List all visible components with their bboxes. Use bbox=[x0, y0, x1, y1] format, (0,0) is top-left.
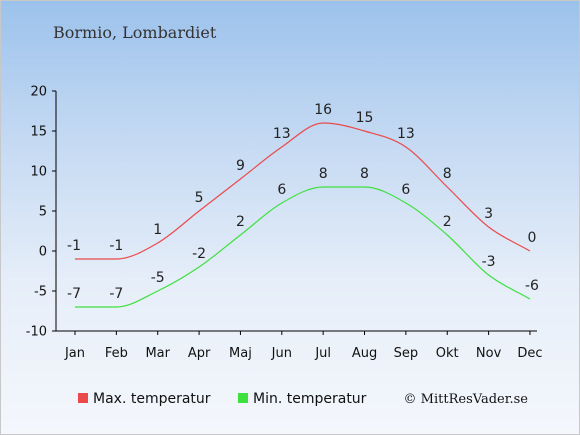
data-label: 2 bbox=[236, 214, 245, 230]
x-tick-label: Sep bbox=[394, 346, 419, 361]
y-tick-label: -5 bbox=[34, 285, 47, 300]
data-label: 0 bbox=[527, 230, 536, 246]
series-line-min bbox=[75, 186, 531, 308]
y-tick-label: -10 bbox=[26, 325, 47, 340]
x-tick-label: Aug bbox=[352, 346, 377, 361]
legend-swatch bbox=[78, 393, 88, 403]
x-tick-label: Nov bbox=[476, 346, 502, 361]
data-label: -7 bbox=[109, 286, 123, 302]
data-label: -6 bbox=[525, 278, 539, 294]
credit-text: © MittResVader.se bbox=[404, 392, 529, 407]
x-tick-label: Feb bbox=[105, 346, 128, 361]
data-label: 8 bbox=[319, 166, 328, 182]
legend-label: Max. temperatur bbox=[93, 391, 211, 407]
data-label: 6 bbox=[401, 182, 410, 198]
data-label: 8 bbox=[360, 166, 369, 182]
series-line-max bbox=[74, 122, 531, 260]
x-tick-label: Maj bbox=[229, 346, 252, 361]
chart-title: Bormio, Lombardiet bbox=[53, 23, 217, 42]
axes bbox=[52, 90, 537, 335]
x-tick-label: Okt bbox=[436, 346, 459, 361]
y-tick-labels: -10 -5 0 5 10 15 20 bbox=[26, 85, 47, 340]
x-tick-label: Dec bbox=[517, 346, 542, 361]
data-label: 3 bbox=[484, 206, 493, 222]
data-label: -5 bbox=[151, 270, 165, 286]
data-label: -2 bbox=[192, 246, 206, 262]
x-tick-label: Jun bbox=[271, 346, 292, 361]
x-tick-label: Jan bbox=[64, 346, 85, 361]
data-label: 2 bbox=[443, 214, 452, 230]
data-label: 6 bbox=[277, 182, 286, 198]
y-tick-label: 5 bbox=[39, 205, 47, 220]
x-tick-label: Apr bbox=[188, 346, 211, 361]
series-lines bbox=[74, 122, 531, 308]
x-tick-label: Mar bbox=[145, 346, 170, 361]
data-label: -3 bbox=[482, 254, 496, 270]
data-label: 13 bbox=[397, 126, 415, 142]
data-label: 9 bbox=[236, 158, 245, 174]
y-tick-label: 15 bbox=[30, 125, 47, 140]
x-tick-labels: Jan Feb Mar Apr Maj Jun Jul Aug Sep Okt Nov Dec bbox=[64, 346, 543, 361]
y-tick-label: 20 bbox=[30, 85, 47, 100]
y-tick-label: 10 bbox=[30, 165, 47, 180]
data-label: 8 bbox=[443, 166, 452, 182]
data-label: 1 bbox=[153, 222, 162, 238]
data-label: 15 bbox=[356, 110, 374, 126]
data-label: 13 bbox=[273, 126, 291, 142]
data-label: 16 bbox=[314, 102, 332, 118]
data-label: -1 bbox=[67, 238, 81, 254]
data-label: -7 bbox=[67, 286, 81, 302]
data-label: -1 bbox=[109, 238, 123, 254]
legend: Max. temperatur Min. temperatur bbox=[78, 391, 367, 407]
legend-swatch bbox=[238, 393, 248, 403]
y-tick-label: 0 bbox=[39, 245, 47, 260]
data-label: 5 bbox=[195, 190, 204, 206]
x-tick-label: Jul bbox=[314, 346, 331, 361]
legend-label: Min. temperatur bbox=[253, 391, 367, 407]
